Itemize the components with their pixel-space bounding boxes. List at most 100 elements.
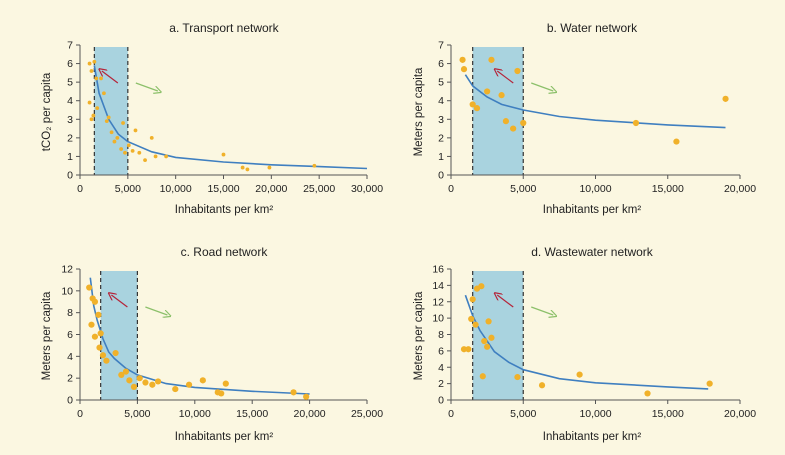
data-point	[87, 100, 92, 105]
data-point	[95, 311, 102, 318]
data-point	[91, 113, 96, 118]
data-point	[514, 373, 521, 381]
data-point	[104, 119, 109, 124]
data-point	[673, 138, 680, 145]
data-point	[119, 147, 124, 151]
y-tick-label: 2	[438, 378, 444, 390]
data-point	[576, 371, 583, 378]
arrow-up-left	[102, 71, 119, 84]
data-point	[122, 368, 130, 375]
x-tick-label: 20,000	[724, 408, 756, 420]
x-tick-label: 15,000	[207, 183, 239, 195]
arrow-down-right	[531, 82, 553, 91]
data-point	[153, 154, 158, 159]
arrow-down-right	[145, 306, 167, 315]
data-point	[473, 105, 481, 112]
data-point	[109, 130, 114, 135]
x-axis-label: Inhabitants per km²	[175, 431, 274, 443]
data-point	[136, 375, 143, 382]
x-tick-label: 10,000	[160, 183, 192, 195]
data-point	[484, 343, 491, 350]
data-point	[91, 333, 99, 340]
data-point	[460, 346, 468, 353]
y-tick-label: 0	[67, 170, 73, 182]
x-tick-label: 5,000	[124, 408, 150, 420]
data-point	[92, 59, 97, 64]
y-tick-label: 5	[438, 77, 444, 89]
data-point	[164, 154, 169, 159]
data-point	[89, 69, 94, 73]
y-tick-label: 8	[67, 307, 73, 319]
data-point	[479, 373, 486, 380]
data-point	[488, 334, 495, 341]
y-tick-label: 12	[61, 264, 73, 276]
data-point	[112, 349, 119, 357]
data-point	[468, 315, 475, 323]
panel-d: 0 2 4 6 8 10 12 14 16 0 5,000 10,000 15,000 20,000 d.…	[413, 245, 756, 443]
x-tick-label: 10,000	[579, 183, 611, 195]
x-tick-label: 0	[77, 183, 83, 195]
panel-title: b. Water network	[547, 21, 638, 35]
data-point	[94, 76, 99, 81]
data-point	[86, 284, 93, 291]
data-point	[460, 66, 468, 73]
panel-a: 0 1 2 3 4 5 6 7 0 5,000 10,000 15,000 20,000 25,000 30…	[41, 21, 383, 216]
x-axis-label: Inhabitants per km²	[543, 431, 642, 443]
data-point	[222, 380, 229, 387]
data-point	[459, 56, 466, 63]
x-tick-label: 0	[448, 408, 454, 420]
data-point	[133, 128, 138, 133]
data-point	[102, 91, 106, 96]
data-point	[706, 380, 713, 387]
data-point	[126, 143, 131, 148]
data-point	[130, 148, 135, 153]
data-point	[221, 152, 226, 157]
y-axis-label: Meters per capita	[413, 67, 425, 156]
x-tick-label: 0	[448, 183, 454, 195]
fit-line	[89, 277, 310, 395]
x-tick-label: 30,000	[351, 183, 383, 195]
data-point	[103, 357, 110, 364]
data-point	[303, 393, 310, 400]
panel-title: d. Wastewater network	[531, 245, 654, 259]
plot-area: 0 2 4 6 8 10 12 0 5,000 10,000 15,000 20,000 25,000	[61, 264, 383, 421]
y-tick-label: 1	[438, 151, 444, 163]
y-tick-label: 6	[438, 345, 444, 357]
data-point	[267, 165, 272, 170]
y-tick-label: 0	[67, 395, 73, 407]
data-point	[88, 321, 95, 328]
data-point	[465, 346, 472, 353]
x-tick-label: 15,000	[236, 408, 268, 420]
y-axis-label: Meters per capita	[413, 291, 425, 380]
x-tick-label: 10,000	[179, 408, 211, 420]
data-point	[472, 321, 479, 328]
density-band	[94, 47, 128, 175]
arrow-up-left	[111, 295, 128, 308]
y-tick-label: 0	[438, 395, 444, 407]
data-point	[115, 135, 120, 140]
y-tick-label: 3	[438, 114, 444, 126]
y-tick-label: 6	[438, 58, 444, 70]
y-tick-label: 16	[432, 264, 444, 276]
density-band	[472, 271, 524, 400]
data-point	[481, 337, 488, 345]
x-tick-label: 20,000	[255, 183, 287, 195]
data-point	[722, 95, 729, 102]
y-tick-label: 7	[67, 40, 73, 52]
x-tick-label: 10,000	[579, 408, 611, 420]
data-point	[106, 115, 111, 120]
data-point	[312, 163, 317, 168]
arrow-up-left	[497, 71, 514, 84]
data-point	[123, 150, 127, 155]
y-tick-label: 6	[67, 329, 73, 341]
data-point	[469, 296, 476, 303]
data-point	[112, 139, 117, 144]
data-point	[484, 88, 491, 95]
data-point	[137, 150, 142, 155]
y-tick-label: 4	[67, 351, 73, 363]
data-point	[149, 381, 156, 388]
x-tick-label: 15,000	[652, 183, 684, 195]
data-point	[143, 158, 147, 163]
data-point	[502, 118, 510, 125]
plot-area: 0 1 2 3 4 5 6 7 0 5,000 10,000 15,000 20,000 25,000 30…	[67, 40, 383, 196]
